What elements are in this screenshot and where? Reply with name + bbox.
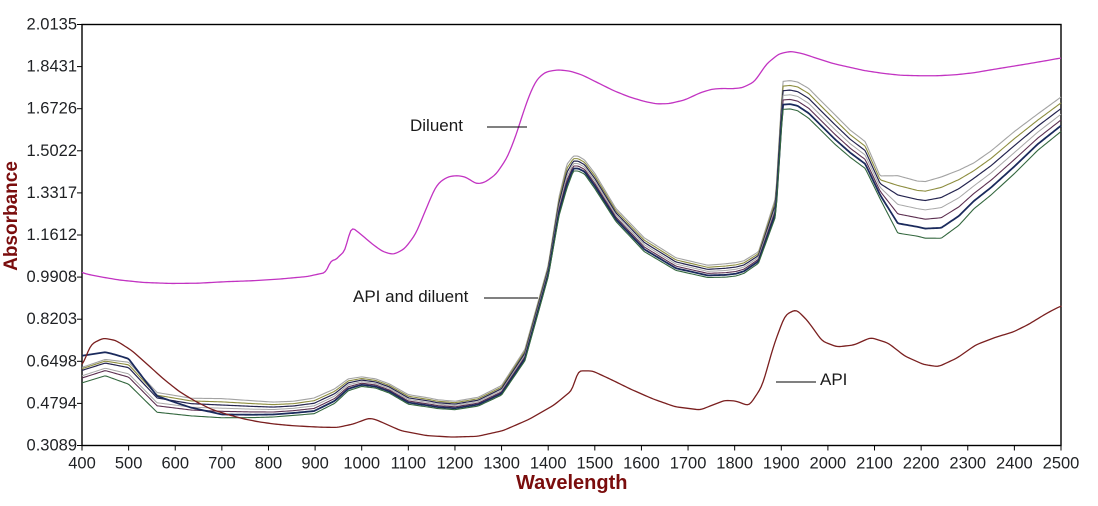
svg-text:2000: 2000 [810,455,847,473]
svg-text:0.8203: 0.8203 [27,310,77,328]
svg-text:1900: 1900 [763,455,800,473]
svg-text:0.3089: 0.3089 [27,437,77,455]
svg-text:2500: 2500 [1043,455,1080,473]
svg-text:900: 900 [301,455,329,473]
svg-text:1800: 1800 [716,455,753,473]
svg-text:2300: 2300 [949,455,986,473]
svg-text:1300: 1300 [483,455,520,473]
svg-text:0.6498: 0.6498 [27,352,77,370]
svg-text:1700: 1700 [670,455,707,473]
svg-text:400: 400 [68,455,96,473]
svg-text:600: 600 [161,455,189,473]
svg-text:1000: 1000 [343,455,380,473]
svg-text:800: 800 [255,455,283,473]
svg-text:1.8431: 1.8431 [27,58,77,76]
svg-text:1400: 1400 [530,455,567,473]
svg-text:500: 500 [115,455,143,473]
svg-text:1100: 1100 [391,455,426,473]
svg-text:2200: 2200 [903,455,940,473]
svg-text:1500: 1500 [576,455,613,473]
svg-text:1.3317: 1.3317 [27,184,77,202]
svg-text:2.0135: 2.0135 [27,16,77,34]
svg-text:0.9908: 0.9908 [27,268,77,286]
svg-text:1.6726: 1.6726 [27,100,77,118]
svg-text:2100: 2100 [856,455,893,473]
svg-text:1.5022: 1.5022 [27,142,77,160]
svg-text:1600: 1600 [623,455,660,473]
svg-text:0.4794: 0.4794 [27,394,77,412]
svg-text:1200: 1200 [437,455,474,473]
svg-text:700: 700 [208,455,236,473]
svg-text:2400: 2400 [996,455,1033,473]
svg-text:1.1612: 1.1612 [27,226,77,244]
